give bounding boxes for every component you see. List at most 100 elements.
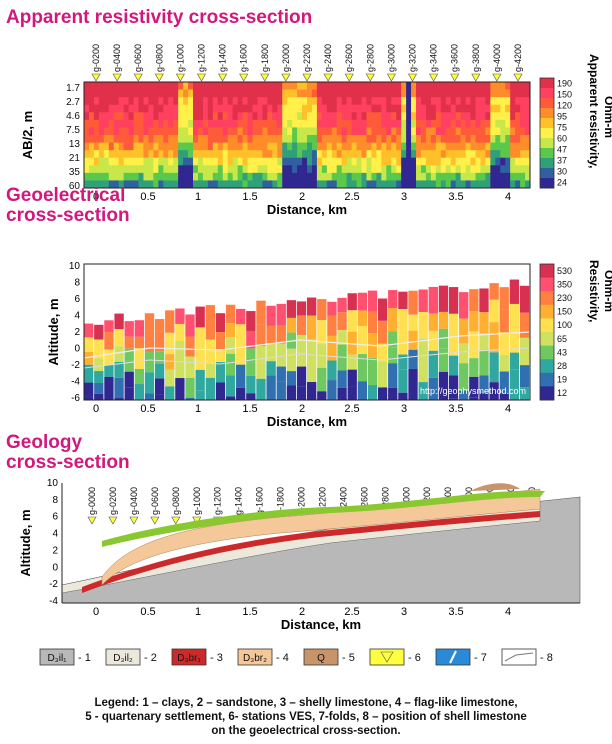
p1-cell [257,97,263,106]
p1-cell [232,172,239,181]
p1-cell [158,165,164,174]
p2-layer-cell [256,324,266,347]
p1-colorbar-swatch [540,78,554,89]
p1-cell [371,97,377,106]
p1-cell [188,142,194,151]
p1-cell [420,112,427,121]
p1-cell [416,150,422,159]
p1-cell [133,97,139,106]
p1-cell [505,172,511,181]
p1-cell [321,142,328,151]
p1-cell [297,127,303,136]
p1-cell [381,112,387,121]
panel2-title-line1: Geoelectrical [6,185,126,206]
p1-cell [515,89,521,98]
p1-cell [326,172,333,181]
p1-cell [351,97,357,106]
p1-cell [193,135,199,143]
p1-cell [440,97,447,106]
p1-cell [326,104,333,113]
p1-cell [475,165,481,174]
p2-layer-cell [499,355,509,372]
p1-station-marker [91,73,101,82]
p2-layer-cell [134,384,145,400]
p1-cell [292,82,298,90]
p1-cell [396,165,402,174]
p1-cell [227,97,234,106]
p1-cell [118,104,125,113]
p1-cell [366,127,372,136]
p2-layer-cell [317,391,327,400]
p1-cell [84,89,90,98]
p1-cell [371,165,377,174]
p1-cell [386,157,392,166]
p1-cell [108,157,115,166]
p1-cell [316,157,323,166]
p1-cell [416,142,422,151]
p1-cell [371,112,377,121]
p1-cell [173,104,179,113]
p1-cell [510,104,516,113]
p1-cell [485,180,491,189]
p1-cell [113,150,120,159]
p1-cell [118,157,125,166]
p1-cell [133,135,139,143]
p1-cell [143,142,149,151]
p1-cell [391,82,397,90]
p2-layer-cell [154,394,165,400]
p3-station-label: g-3000 [401,487,411,515]
p2-layer-cell [94,358,104,372]
p1-colorbar-swatch [540,118,554,129]
p1-cell [361,127,367,136]
p1-cell [420,135,427,143]
p1-cell [232,119,239,128]
p1-cell [123,142,129,151]
p2-layer-cell [418,312,428,339]
legend-label: - 2 [144,652,157,664]
p1-cell [371,104,377,113]
p1-cell [178,172,184,181]
p1-cell [406,127,412,136]
p1-cell [272,119,278,128]
p1-cell [450,112,457,121]
p1-cell [391,104,397,113]
p2-layer-cell [246,348,256,363]
p1-cell [490,150,496,159]
p1-cell [445,127,452,136]
p1-cell [321,165,328,174]
p1-cell [188,157,194,166]
p1-cell [460,135,466,143]
p1-cell [470,112,476,121]
p1-cell [316,172,323,181]
p1-cell [242,127,248,136]
p1-cell [307,135,313,143]
p1-cell [103,104,110,113]
p1-cell [326,150,333,159]
p1-cell [163,112,169,121]
p2-layer-cell [428,377,438,400]
p1-cell [153,104,159,113]
p1-cell [247,180,253,189]
p1-cell [93,142,100,151]
p1-cell [525,150,531,159]
p1-cell [376,180,382,189]
p1-cell [103,165,110,174]
p1-cell [202,165,209,174]
p1-cell [470,82,476,90]
p1-y-tick: 35 [69,167,81,178]
p1-cell [123,119,129,128]
p1-cell [222,142,229,151]
p1-cell [103,180,110,189]
p2-layer-cell [418,289,428,313]
p1-cell [326,127,333,136]
p1-cell [331,119,338,128]
p1-cell [416,82,422,90]
p1-cell [500,89,506,98]
p1-cell [450,172,457,181]
p1-cell [440,82,447,90]
p1-colorbar-swatch [540,138,554,149]
p1-cell [93,180,100,189]
p1-cell [386,82,392,90]
p2-layer-cell [337,370,347,388]
p1-cell [475,112,481,121]
